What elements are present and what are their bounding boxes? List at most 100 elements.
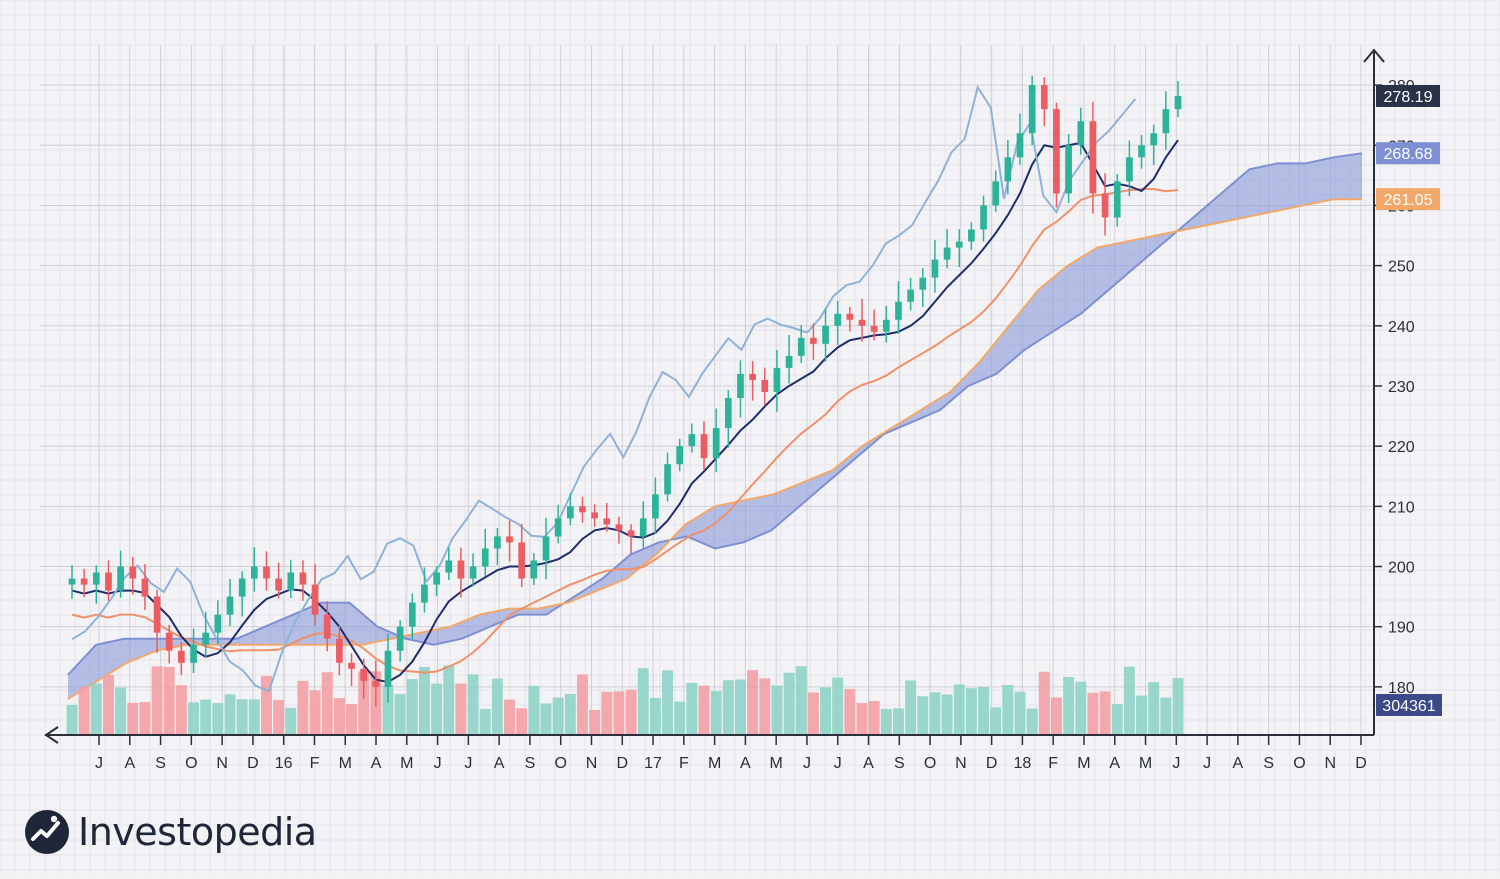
volume-bar: [759, 678, 771, 735]
volume-bar: [406, 679, 418, 735]
candle-body: [287, 572, 295, 591]
volume-bar: [115, 687, 127, 735]
volume-tag: 304361: [1382, 698, 1435, 715]
candle-body: [834, 313, 842, 326]
brand-name: Investopedia: [78, 810, 317, 854]
x-tick-label: S: [1263, 755, 1274, 772]
volume-bar: [978, 687, 990, 735]
candle-body: [153, 596, 161, 633]
candle-body: [408, 602, 416, 627]
volume-bar: [783, 672, 795, 735]
indicator-lines: [71, 84, 1179, 693]
candle-body: [724, 398, 732, 429]
axes: J A S O N D 16 F M A M J J A S O N D 17 F M A M J J A S O N D 18 F M A M J J…: [44, 48, 1415, 772]
x-tick-label: 16: [275, 755, 293, 772]
candle-body: [566, 506, 574, 519]
candle-body: [117, 566, 124, 591]
volume-bar: [917, 696, 929, 735]
x-tick-label: N: [1324, 755, 1336, 772]
candle-body: [980, 205, 987, 230]
x-tick-label: A: [371, 755, 382, 772]
x-tick-label: J: [464, 755, 472, 772]
volume-bar: [734, 679, 746, 735]
candle-body: [1053, 109, 1060, 194]
span-a-tag: 268.68: [1384, 146, 1433, 163]
x-tick-label: M: [1077, 755, 1090, 772]
volume-bar: [1026, 708, 1038, 735]
volume-bar: [102, 674, 114, 735]
candle-body: [1065, 145, 1072, 194]
x-tick-label: M: [1139, 755, 1152, 772]
candle-body: [968, 229, 975, 242]
x-tick-label: S: [525, 755, 536, 772]
candle-body: [858, 319, 866, 326]
volume-bar: [795, 666, 807, 735]
candle-body: [457, 560, 465, 579]
volume-bar: [175, 685, 187, 735]
candle-body: [652, 494, 659, 519]
candle-body: [1004, 157, 1012, 182]
x-tick-label: A: [494, 755, 505, 772]
x-tick-label: O: [554, 755, 566, 772]
candle-body: [214, 614, 222, 633]
x-tick-label: A: [740, 755, 751, 772]
volume-bar: [1002, 685, 1014, 735]
volume-bar: [662, 670, 674, 735]
candle-body: [360, 668, 368, 681]
candle-body: [579, 506, 586, 513]
candle-body: [1101, 193, 1109, 218]
x-tick-label: D: [986, 755, 998, 772]
candle-body: [1162, 109, 1170, 134]
volume-bar: [224, 694, 236, 735]
candle-body: [250, 566, 258, 579]
volume-bar: [491, 678, 503, 735]
volume-bar: [1050, 697, 1062, 735]
volume-bar: [285, 707, 297, 735]
volume-bar: [1014, 691, 1026, 735]
volume-bar: [333, 698, 345, 735]
volume-bar: [686, 682, 698, 735]
candle-body: [639, 518, 647, 537]
volume-bar: [771, 685, 783, 735]
candle-body: [372, 680, 380, 687]
volume-bar: [260, 675, 272, 735]
volume-bar: [78, 687, 90, 735]
volume-bar: [516, 708, 528, 735]
volume-bar: [625, 689, 637, 735]
candle-body: [165, 632, 173, 651]
candle-body: [323, 614, 331, 639]
x-tick-label: A: [863, 755, 874, 772]
x-tick-label: M: [770, 755, 783, 772]
volume-bar: [1038, 671, 1050, 735]
volume-bar: [905, 680, 917, 735]
x-tick-label: 17: [644, 755, 662, 772]
volume-bar: [1075, 681, 1087, 735]
candle-body: [275, 578, 282, 591]
candle-body: [1040, 85, 1048, 110]
candle-body: [384, 650, 392, 687]
x-tick-label: O: [185, 755, 197, 772]
candle-body: [396, 626, 404, 651]
candle-body: [992, 181, 1000, 206]
candle-body: [1089, 121, 1097, 194]
tenkan-line: [71, 139, 1179, 684]
candle-body: [542, 536, 550, 561]
candle-body: [1113, 181, 1121, 218]
candle-body: [530, 560, 538, 579]
candle-body: [129, 566, 137, 579]
volume-bar: [637, 668, 649, 735]
candle-body: [80, 578, 88, 585]
candle-body: [506, 536, 513, 543]
x-tick-label: N: [955, 755, 967, 772]
volume-bar: [747, 670, 759, 735]
span-b-line: [67, 198, 1363, 700]
volume-bar: [1172, 678, 1184, 735]
volume-bar: [868, 700, 880, 735]
x-tick-label: J: [1172, 755, 1180, 772]
volume-bar: [1136, 695, 1148, 735]
volume-bar: [66, 704, 78, 735]
volume-bar: [188, 702, 200, 735]
volume-bar: [479, 708, 491, 735]
